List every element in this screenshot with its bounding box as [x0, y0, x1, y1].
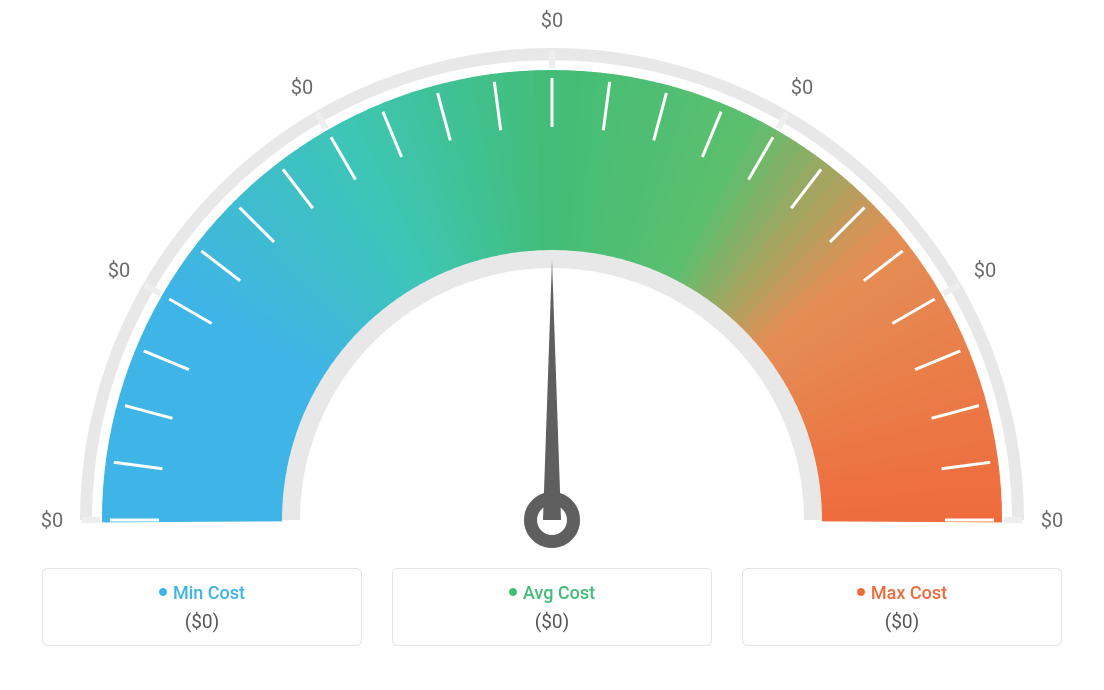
gauge-tick-label: $0: [791, 75, 813, 99]
legend-value-min: ($0): [53, 610, 351, 633]
legend-title-min: Min Cost: [53, 583, 351, 604]
legend-label-avg: Avg Cost: [523, 583, 595, 604]
legend-card-max: Max Cost ($0): [742, 568, 1062, 646]
legend-card-min: Min Cost ($0): [42, 568, 362, 646]
gauge-tick-label: $0: [108, 258, 130, 282]
legend-card-avg: Avg Cost ($0): [392, 568, 712, 646]
dot-icon-min: [159, 588, 167, 596]
gauge-svg: [0, 0, 1104, 560]
gauge-tick-label: $0: [291, 75, 313, 99]
legend-title-avg: Avg Cost: [403, 583, 701, 604]
legend-value-avg: ($0): [403, 610, 701, 633]
legend-title-max: Max Cost: [753, 583, 1051, 604]
legend-value-max: ($0): [753, 610, 1051, 633]
dot-icon-max: [857, 588, 865, 596]
legend-label-max: Max Cost: [871, 583, 947, 604]
dot-icon-avg: [509, 588, 517, 596]
legend-row: Min Cost ($0) Avg Cost ($0) Max Cost ($0…: [0, 568, 1104, 646]
gauge-tick-label: $0: [41, 508, 63, 532]
gauge-tick-label: $0: [541, 8, 563, 32]
legend-label-min: Min Cost: [173, 583, 245, 604]
gauge-tick-label: $0: [1041, 508, 1063, 532]
gauge-tick-label: $0: [974, 258, 996, 282]
gauge-chart: $0 $0 $0 $0 $0 $0 $0: [0, 0, 1104, 560]
